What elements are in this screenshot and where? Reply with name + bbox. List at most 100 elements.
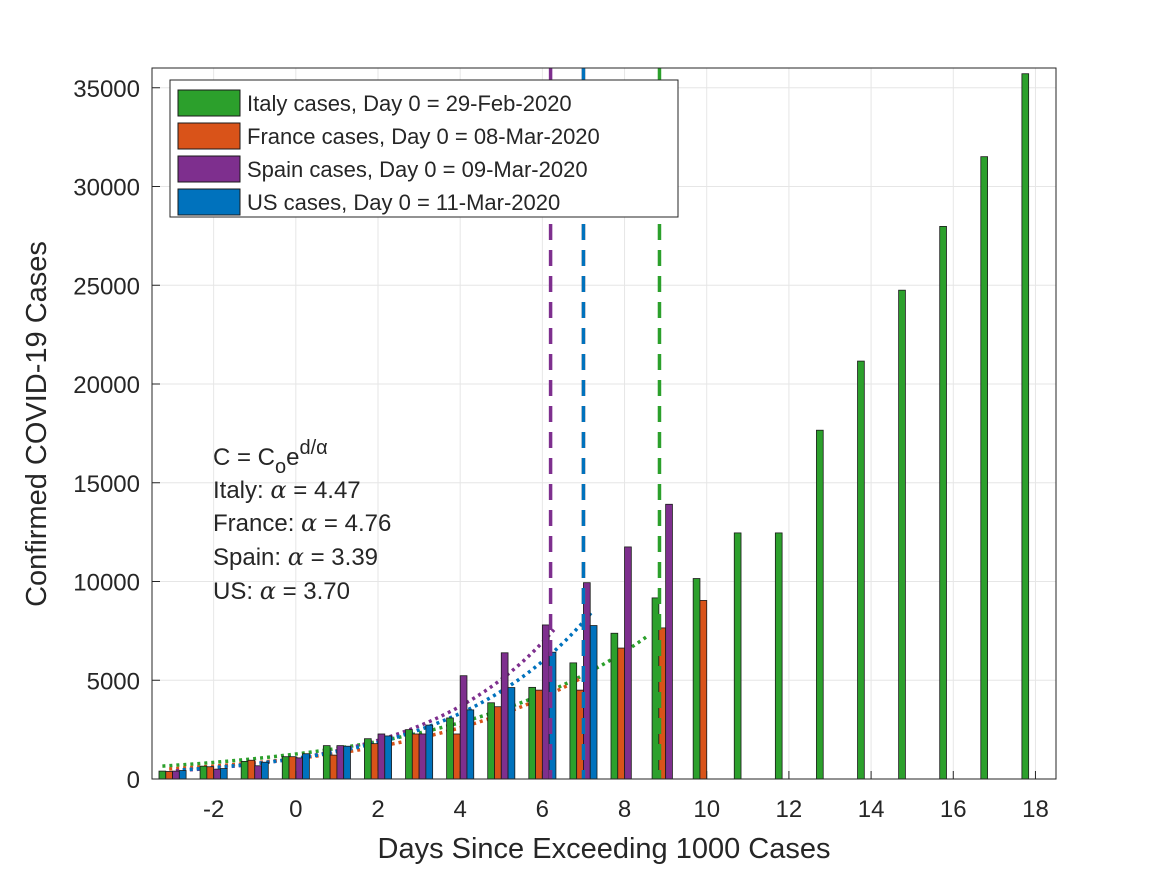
bar-spain bbox=[665, 503, 673, 780]
formula-e: e bbox=[286, 444, 299, 471]
legend-swatch-spain bbox=[177, 155, 241, 183]
bar-us bbox=[261, 761, 269, 780]
bar-italy bbox=[158, 770, 167, 780]
alpha-equals: = bbox=[276, 578, 303, 605]
bar-us bbox=[384, 735, 392, 780]
bar-us bbox=[178, 770, 187, 780]
alpha-italy: Italy: α = 4.47 bbox=[213, 476, 361, 504]
bar-us bbox=[425, 724, 434, 780]
x-tick-label: 4 bbox=[454, 796, 467, 823]
bar-spain bbox=[295, 757, 303, 780]
bar-italy bbox=[405, 729, 413, 780]
bar-spain bbox=[213, 768, 221, 780]
bar-us bbox=[507, 687, 516, 780]
plot-box bbox=[151, 67, 1057, 780]
bar-spain bbox=[172, 770, 180, 780]
y-axis-label: Confirmed COVID-19 Cases bbox=[21, 241, 53, 607]
y-tick-label: 5000 bbox=[87, 668, 140, 695]
alpha-us: US: α = 3.70 bbox=[213, 577, 350, 605]
alpha-symbol: α bbox=[270, 476, 286, 504]
y-tick-label: 15000 bbox=[73, 471, 140, 498]
legend-box bbox=[169, 79, 679, 218]
x-tick-label: 6 bbox=[536, 796, 549, 823]
legend-label-france: France cases, Day 0 = 08-Mar-2020 bbox=[247, 124, 600, 149]
bar-france bbox=[329, 754, 338, 780]
alpha-equals: = bbox=[304, 544, 331, 571]
bar-france bbox=[453, 733, 461, 780]
bar-france bbox=[699, 600, 708, 780]
legend-label-italy: Italy cases, Day 0 = 29-Feb-2020 bbox=[247, 91, 572, 116]
bar-france bbox=[535, 689, 543, 780]
legend-swatch-italy bbox=[177, 89, 241, 117]
alpha-symbol: α bbox=[260, 577, 276, 605]
legend-swatch-us bbox=[177, 188, 241, 216]
legend-label-us: US cases, Day 0 = 11-Mar-2020 bbox=[247, 190, 560, 215]
bar-france bbox=[247, 759, 256, 780]
legend-swatch-france bbox=[177, 122, 241, 150]
y-tick-label: 20000 bbox=[73, 372, 140, 399]
x-tick-label: -2 bbox=[203, 796, 224, 823]
bar-italy bbox=[692, 578, 701, 780]
bar-us bbox=[343, 745, 351, 780]
bar-france bbox=[165, 771, 173, 780]
alpha-italy-value: 4.47 bbox=[314, 477, 361, 504]
bar-france bbox=[288, 756, 297, 780]
bar-us bbox=[302, 753, 310, 780]
bar-france bbox=[370, 743, 379, 780]
alpha-spain-value: 3.39 bbox=[331, 544, 378, 571]
y-tick-label: 25000 bbox=[73, 273, 140, 300]
bar-italy bbox=[1021, 73, 1030, 780]
bar-spain bbox=[418, 733, 427, 780]
formula-subscript: o bbox=[275, 456, 286, 478]
y-tick-label: 0 bbox=[127, 767, 140, 794]
alpha-equals: = bbox=[317, 510, 344, 537]
x-axis-label: Days Since Exceeding 1000 Cases bbox=[378, 833, 831, 865]
bar-italy bbox=[240, 761, 249, 780]
x-tick-label: 16 bbox=[940, 796, 967, 823]
bar-italy bbox=[199, 765, 208, 780]
bar-spain bbox=[624, 546, 632, 780]
alpha-italy-label: Italy: bbox=[213, 477, 270, 504]
bar-italy bbox=[898, 289, 906, 780]
x-tick-label: 10 bbox=[693, 796, 720, 823]
bar-france bbox=[494, 706, 502, 780]
bar-spain bbox=[377, 733, 386, 780]
fit-annotation: C = Coed/α Italy: α = 4.47 France: α = 4… bbox=[213, 437, 391, 605]
bar-italy bbox=[528, 686, 536, 780]
axis-ticks: -2 0 2 4 6 8 10 12 14 16 18 0 5000 10000 15000 20000 250… bbox=[73, 76, 1049, 823]
alpha-spain-label: Spain: bbox=[213, 544, 288, 571]
legend: Italy cases, Day 0 = 29-Feb-2020 France c… bbox=[169, 79, 679, 218]
bar-italy bbox=[364, 738, 372, 780]
bar-us bbox=[466, 709, 475, 780]
bar-italy bbox=[446, 717, 454, 780]
bar-spain bbox=[541, 624, 550, 780]
bar-italy bbox=[774, 532, 783, 780]
bar-spain bbox=[459, 675, 468, 780]
formula-text: C = Coed/α bbox=[213, 437, 328, 478]
legend-label-spain: Spain cases, Day 0 = 09-Mar-2020 bbox=[247, 157, 588, 182]
alpha-us-label: US: bbox=[213, 578, 260, 605]
bar-us bbox=[220, 768, 228, 780]
x-tick-label: 14 bbox=[858, 796, 885, 823]
bar-italy bbox=[487, 702, 495, 780]
alpha-france-label: France: bbox=[213, 510, 301, 537]
bar-spain bbox=[500, 652, 509, 780]
alpha-spain: Spain: α = 3.39 bbox=[213, 543, 378, 571]
formula-main: C = C bbox=[213, 444, 275, 471]
x-tick-label: 0 bbox=[289, 796, 302, 823]
x-tick-label: 12 bbox=[776, 796, 803, 823]
x-tick-label: 18 bbox=[1022, 796, 1049, 823]
bar-italy bbox=[857, 360, 865, 780]
bar-spain bbox=[254, 765, 262, 780]
y-tick-label: 10000 bbox=[73, 570, 140, 597]
x-tick-label: 8 bbox=[618, 796, 631, 823]
alpha-symbol: α bbox=[288, 543, 304, 571]
bar-france bbox=[206, 766, 215, 780]
alpha-equals: = bbox=[287, 477, 314, 504]
alpha-us-value: 3.70 bbox=[303, 578, 350, 605]
alpha-france-value: 4.76 bbox=[345, 510, 392, 537]
alpha-symbol: α bbox=[301, 509, 317, 537]
y-tick-label: 30000 bbox=[73, 175, 140, 202]
alpha-france: France: α = 4.76 bbox=[213, 509, 391, 537]
